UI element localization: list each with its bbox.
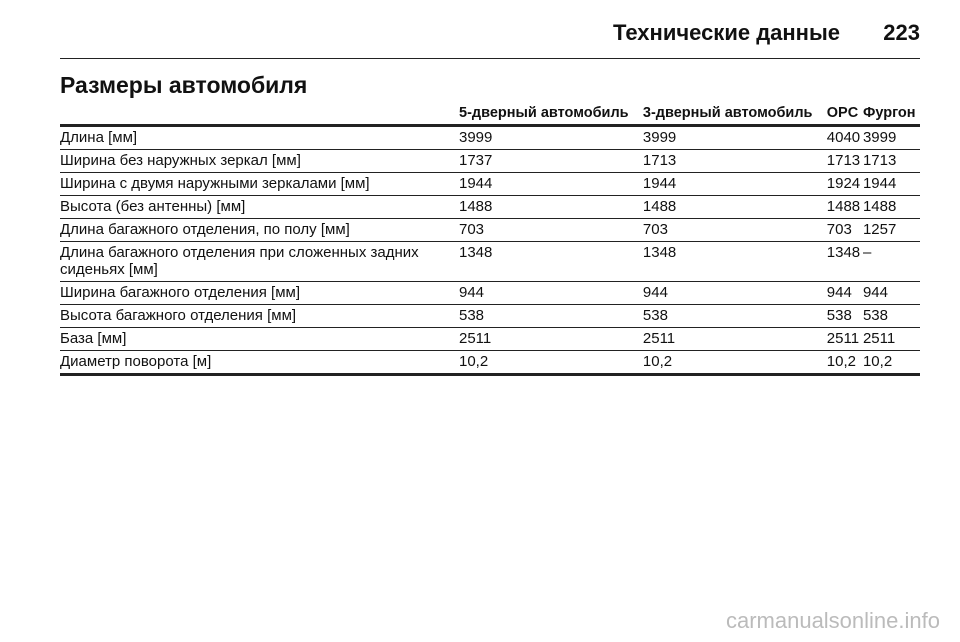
table-cell: 1944	[459, 172, 643, 196]
table-cell: 703	[459, 218, 643, 242]
header: Технические данные 223	[60, 18, 920, 59]
table-cell: 703	[826, 218, 863, 242]
table-cell: 2511	[826, 327, 863, 351]
table-cell: Длина багажного отделения, по полу [мм]	[60, 218, 459, 242]
column-header: 5-дверный автомобиль	[459, 103, 643, 127]
table-row: Длина багажного отделения, по полу [мм] 7…	[60, 218, 920, 242]
table-cell: Ширина с двумя наружными зеркалами [мм]	[60, 172, 459, 196]
table-cell: 1348	[826, 241, 863, 282]
table-cell: 538	[459, 304, 643, 328]
column-header: 3-дверный автомобиль	[642, 103, 827, 127]
table-cell: 944	[862, 281, 920, 305]
table-cell: 1348	[642, 241, 827, 282]
table-cell: 1257	[862, 218, 920, 242]
table-cell: 10,2	[642, 350, 827, 376]
page-number: 223	[883, 20, 920, 45]
table-cell: Длина багажного отделения при сложенных …	[60, 241, 459, 282]
table-cell: 3999	[862, 125, 920, 150]
table-cell: Высота багажного отделения [мм]	[60, 304, 459, 328]
table-cell: 1944	[642, 172, 827, 196]
table-cell: 1713	[642, 149, 827, 173]
watermark: carmanualsonline.info	[725, 608, 940, 633]
table-cell: 3999	[642, 125, 827, 150]
table-cell: 2511	[642, 327, 827, 351]
table-row: Высота багажного отделения [мм] 538 538 538…	[60, 304, 920, 328]
header-title: Технические данные	[613, 20, 840, 45]
table-row: Ширина без наружных зеркал [мм] 1737 1713 1…	[60, 149, 920, 173]
table-cell: 944	[459, 281, 643, 305]
table-cell: 3999	[459, 125, 643, 150]
table-cell: Ширина багажного отделения [мм]	[60, 281, 459, 305]
column-header: Фургон	[862, 103, 920, 127]
table-cell: 1488	[826, 195, 863, 219]
table-cell: 1737	[459, 149, 643, 173]
table-cell: 1924	[826, 172, 863, 196]
table-cell: 4040	[826, 125, 863, 150]
table-cell: 10,2	[862, 350, 920, 376]
table-cell: 538	[826, 304, 863, 328]
table-cell: 1488	[642, 195, 827, 219]
table-cell: База [мм]	[60, 327, 459, 351]
table-cell: 10,2	[459, 350, 643, 376]
table-cell: Высота (без антенны) [мм]	[60, 195, 459, 219]
table-row: Диаметр поворота [м] 10,2 10,2 10,2 10,2	[60, 350, 920, 376]
table-cell: Диаметр поворота [м]	[60, 350, 459, 376]
table-cell: Длина [мм]	[60, 125, 459, 150]
table-cell: 538	[862, 304, 920, 328]
table-cell: 1944	[862, 172, 920, 196]
table-row: Длина багажного отделения при сложенных …	[60, 241, 920, 282]
table-cell: 944	[826, 281, 863, 305]
dimensions-table: 5-дверный автомобиль 3-дверный автомобиль…	[60, 103, 920, 376]
table-cell: 1713	[862, 149, 920, 173]
table-row: Длина [мм] 3999 3999 4040 3999	[60, 125, 920, 150]
header-row: 5-дверный автомобиль 3-дверный автомобиль…	[60, 103, 920, 127]
column-header: OPC	[826, 103, 863, 127]
table-cell: 1488	[862, 195, 920, 219]
table-row: Ширина багажного отделения [мм] 944 944 944…	[60, 281, 920, 305]
table-row: Высота (без антенны) [мм] 1488 1488 1488 148…	[60, 195, 920, 219]
table-row: База [мм] 2511 2511 2511 2511	[60, 327, 920, 351]
table-cell: 2511	[862, 327, 920, 351]
table-cell: 1713	[826, 149, 863, 173]
table-cell: 2511	[459, 327, 643, 351]
table-cell: 703	[642, 218, 827, 242]
section-title: Размеры автомобиля	[60, 72, 308, 98]
table-cell: 944	[642, 281, 827, 305]
column-header	[60, 103, 459, 127]
table-cell: 538	[642, 304, 827, 328]
table-row: Ширина с двумя наружными зеркалами [мм] 1…	[60, 172, 920, 196]
table-cell: Ширина без наружных зеркал [мм]	[60, 149, 459, 173]
table-cell: 1348	[459, 241, 643, 282]
table-cell: 10,2	[826, 350, 863, 376]
table-cell: –	[862, 241, 920, 282]
table-cell: 1488	[459, 195, 643, 219]
